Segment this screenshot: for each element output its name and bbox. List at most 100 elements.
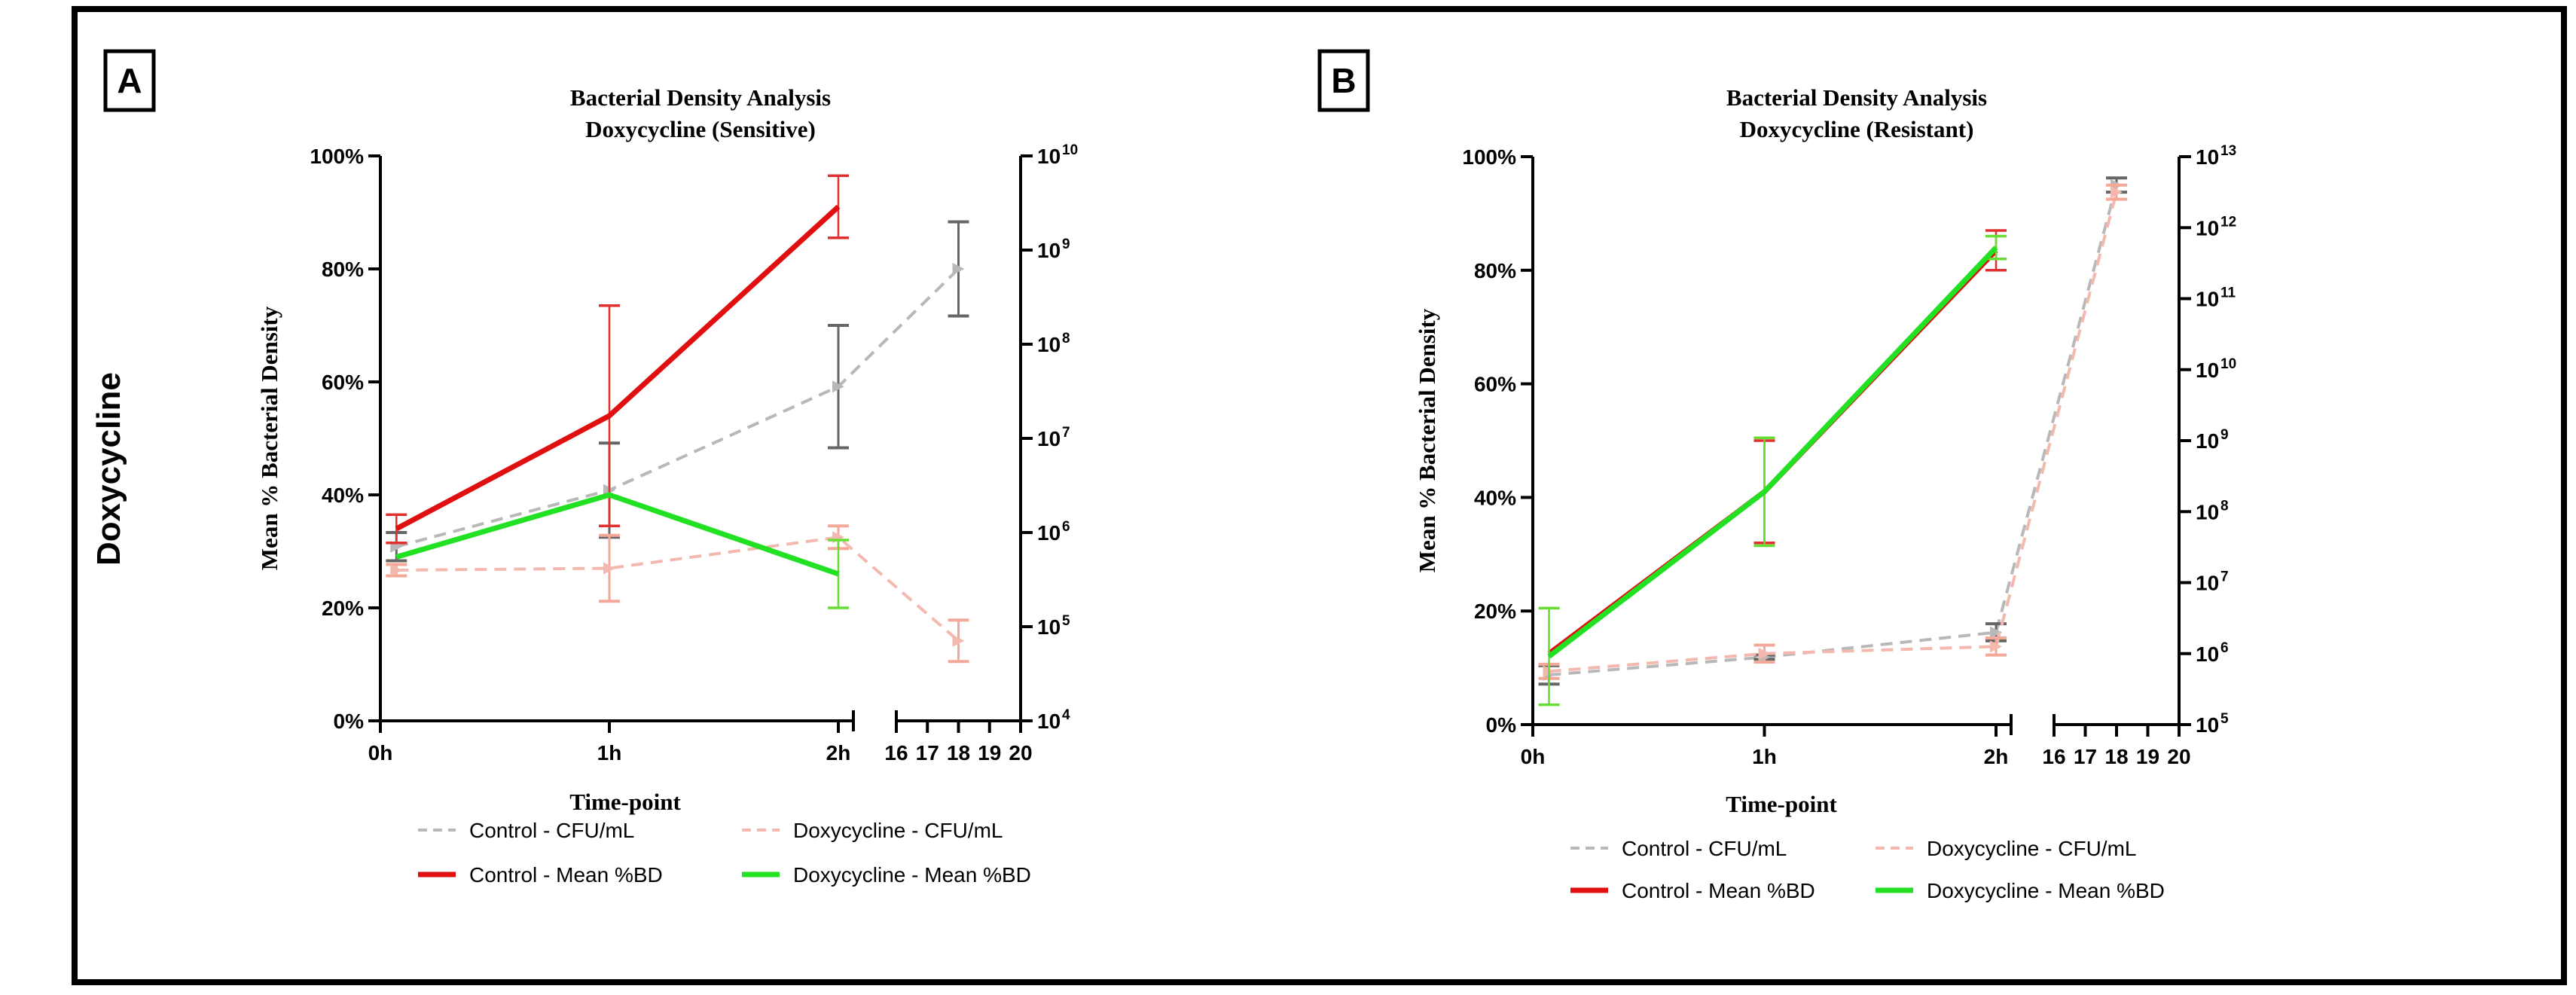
y-right-tick-exp: 7: [1062, 425, 1070, 441]
series-doxy-cfu: [396, 536, 960, 642]
legend-label-doxy-bd: Doxycycline - Mean %BD: [793, 863, 1031, 887]
y-right-tick-exp: 9: [1062, 237, 1070, 252]
x-tick-label: 1h: [1752, 745, 1777, 768]
y-right-tick-label: 10: [2196, 713, 2219, 737]
y-axis-label: Mean % Bacterial Density: [256, 306, 282, 570]
y-right-tick-label: 10: [2196, 429, 2219, 453]
panel-letter: B: [1331, 61, 1356, 100]
y-left-tick-label: 20%: [322, 597, 364, 620]
y-right-tick-label: 10: [2196, 572, 2219, 595]
x-tick-late-label: 16: [2042, 745, 2065, 768]
y-right-tick-exp: 9: [2220, 427, 2229, 443]
y-right-tick-label: 10: [2196, 359, 2219, 382]
legend-label-control-cfu: Control - CFU/mL: [1622, 837, 1787, 860]
y-right-tick-label: 10: [1037, 615, 1061, 639]
y-right-tick-label: 10: [2196, 500, 2219, 523]
chart-title: Bacterial Density Analysis: [1726, 84, 1987, 111]
x-tick-late-label: 17: [916, 741, 939, 765]
point-control-cfu: [1990, 626, 2002, 639]
x-tick-late-label: 18: [947, 741, 970, 765]
point-doxy-cfu: [1990, 640, 2002, 653]
y-left-tick-label: 0%: [1486, 713, 1517, 737]
figure-frame: Doxycycline: [72, 6, 2567, 985]
x-tick-label: 0h: [1521, 745, 1546, 768]
chart-panel-a: A Bacterial Density Analysis Doxycycline (…: [103, 49, 1078, 887]
y-right-tick-exp: 13: [2220, 143, 2236, 159]
y-right-tick-label: 10: [2196, 642, 2219, 666]
x-tick-label: 1h: [597, 741, 622, 765]
y-right-tick-exp: 10: [1062, 142, 1078, 158]
y-right-tick-label: 10: [2196, 145, 2219, 169]
series-control-cfu: [1549, 185, 2118, 677]
point-control-cfu: [832, 380, 844, 393]
y-axis-label: Mean % Bacterial Density: [1414, 308, 1440, 572]
y-left-tick-label: 60%: [1474, 373, 1516, 396]
y-right-tick-exp: 12: [2220, 214, 2236, 230]
chart-panel-b: B Bacterial Density Analysis Doxycycline (…: [1317, 49, 2236, 902]
x-tick-label: 0h: [368, 741, 393, 765]
x-tick-label: 2h: [826, 741, 851, 765]
y-left-tick-label: 100%: [310, 145, 364, 168]
y-right-tick-label: 10: [1037, 145, 1061, 168]
y-left-tick-label: 40%: [322, 484, 364, 507]
point-doxy-cfu: [603, 562, 615, 575]
y-left-tick-label: 60%: [322, 371, 364, 394]
point-doxy-cfu: [2111, 186, 2123, 199]
y-right-tick-label: 10: [1037, 710, 1061, 733]
y-right-tick-exp: 6: [2220, 640, 2229, 656]
point-doxy-cfu: [952, 634, 965, 647]
series-doxy-bd: [395, 492, 840, 577]
series-doxy-cfu: [1549, 191, 2118, 673]
chart-subtitle: Doxycycline (Sensitive): [585, 116, 816, 142]
legend-label-doxy-cfu: Doxycycline - CFU/mL: [1927, 837, 2136, 860]
legend-label-control-cfu: Control - CFU/mL: [469, 819, 634, 842]
series-control-bd: [395, 204, 841, 532]
point-doxy-cfu: [1758, 647, 1771, 660]
panel-letter: A: [117, 61, 142, 100]
legend-label-control-bd: Control - Mean %BD: [1622, 879, 1815, 902]
series-control-cfu: [395, 267, 960, 548]
y-left-tick-label: 0%: [334, 710, 365, 733]
point-doxy-cfu: [390, 564, 403, 576]
x-tick-late-label: 16: [884, 741, 908, 765]
series-control-bd: [1547, 248, 1998, 656]
x-axis-label: Time-point: [1726, 791, 1837, 817]
x-axis-label: Time-point: [569, 789, 681, 815]
chart-title: Bacterial Density Analysis: [570, 84, 831, 111]
y-right-tick-exp: 4: [1062, 707, 1070, 723]
y-right-tick-exp: 7: [2220, 569, 2229, 585]
y-right-tick-label: 10: [2196, 216, 2219, 240]
y-left-tick-label: 40%: [1474, 486, 1516, 509]
panel-letter-box: [1317, 49, 1370, 112]
legend-label-doxy-bd: Doxycycline - Mean %BD: [1927, 879, 2165, 902]
x-tick-late-label: 18: [2104, 745, 2128, 768]
y-right-tick-exp: 5: [1062, 613, 1070, 629]
y-right-tick-exp: 8: [2220, 498, 2229, 514]
x-tick-label: 2h: [1984, 745, 2009, 768]
y-right-tick-label: 10: [1037, 333, 1061, 356]
y-left-tick-label: 80%: [1474, 259, 1516, 282]
y-left-tick-label: 80%: [322, 258, 364, 281]
y-left-tick-label: 100%: [1462, 145, 1516, 169]
y-right-tick-label: 10: [1037, 427, 1061, 450]
y-right-tick-exp: 11: [2220, 285, 2236, 301]
y-left-tick-label: 20%: [1474, 600, 1516, 623]
x-tick-late-label: 19: [978, 741, 1001, 765]
y-right-tick-label: 10: [1037, 239, 1061, 262]
y-right-tick-exp: 8: [1062, 331, 1070, 346]
x-tick-late-label: 17: [2074, 745, 2097, 768]
y-right-tick-label: 10: [2196, 288, 2219, 311]
legend-label-control-bd: Control - Mean %BD: [469, 863, 663, 887]
x-tick-late-label: 20: [1009, 741, 1032, 765]
point-control-cfu: [952, 263, 965, 275]
y-right-tick-label: 10: [1037, 521, 1061, 545]
legend-label-doxy-cfu: Doxycycline - CFU/mL: [793, 819, 1003, 842]
x-tick-late-label: 20: [2167, 745, 2190, 768]
y-right-tick-exp: 5: [2220, 711, 2229, 727]
series-doxy-bd: [1547, 246, 1998, 659]
y-right-tick-exp: 10: [2220, 356, 2236, 372]
y-right-tick-exp: 6: [1062, 519, 1070, 535]
panel-letter-box: [103, 49, 156, 112]
x-tick-late-label: 19: [2136, 745, 2159, 768]
